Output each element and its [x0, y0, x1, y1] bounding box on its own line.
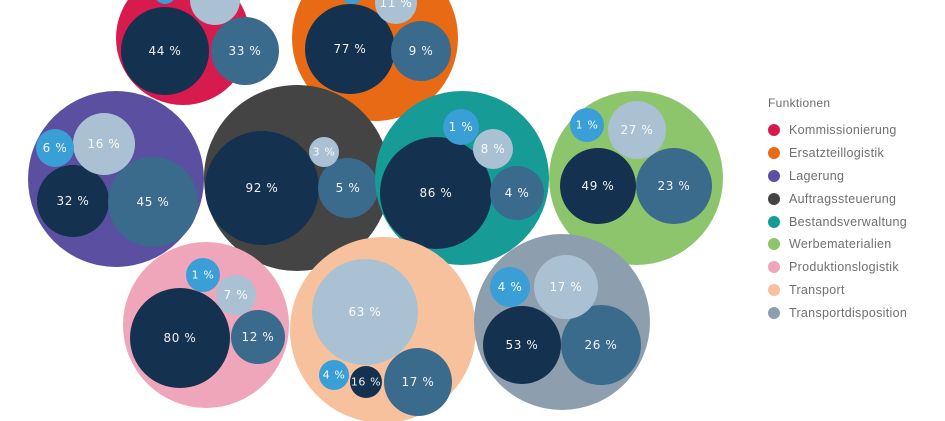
value-label-8-3: 4 %: [498, 280, 523, 294]
legend-item: Produktionslogistik: [768, 256, 907, 279]
value-bubble-2-0: [37, 165, 109, 237]
value-label-6-1: 12 %: [242, 330, 275, 344]
value-bubble-7-0: [312, 259, 418, 365]
legend-item: Transport: [768, 279, 907, 302]
legend-label: Kommissionierung: [789, 123, 897, 138]
legend-title: Funktionen: [768, 96, 831, 110]
value-label-6-2: 7 %: [224, 288, 249, 302]
value-label-8-0: 53 %: [506, 338, 539, 352]
value-bubble-4-3: [443, 109, 479, 145]
legend-label: Ersatzteillogistik: [789, 146, 885, 161]
value-label-5-2: 27 %: [621, 123, 654, 137]
value-label-3-0: 92 %: [246, 181, 279, 195]
value-bubble-2-2: [73, 113, 135, 175]
value-label-4-3: 1 %: [449, 120, 474, 134]
value-bubble-8-2: [534, 255, 598, 319]
legend-label: Bestandsverwaltung: [789, 214, 907, 229]
legend-swatch: [768, 238, 780, 251]
value-label-0-0: 44 %: [149, 44, 182, 58]
value-label-7-1: 17 %: [402, 375, 435, 389]
legend-label: Transportdisposition: [789, 305, 908, 320]
legend-item: Lagerung: [768, 165, 907, 188]
value-label-1-0: 77 %: [334, 42, 367, 56]
legend-label: Produktionslogistik: [789, 260, 899, 275]
value-bubble-0-1: [211, 17, 279, 85]
value-bubble-1-0: [305, 4, 395, 94]
value-bubble-6-2: [216, 275, 256, 315]
value-bubble-6-1: [231, 310, 285, 364]
value-label-8-2: 17 %: [550, 280, 583, 294]
value-label-3-1: 5 %: [336, 181, 361, 195]
value-label-3-2: 3 %: [313, 146, 336, 159]
legend-swatch: [768, 261, 780, 274]
value-bubble-1-3: [343, 0, 361, 4]
legend-label: Auftragssteuerung: [789, 191, 897, 206]
value-label-6-3: 1 %: [192, 269, 215, 282]
value-label-7-0: 63 %: [349, 305, 382, 319]
value-bubble-2-1: [108, 157, 198, 247]
legend: Funktionen Kommissionierung Ersatzteillog…: [768, 96, 907, 324]
value-bubble-7-3: [319, 360, 349, 390]
value-label-4-1: 4 %: [505, 186, 530, 200]
value-bubble-8-3: [490, 267, 530, 307]
value-bubble-1-1: [391, 21, 451, 81]
value-bubble-4-2: [473, 129, 513, 169]
value-label-1-2: 11 %: [380, 0, 413, 10]
value-bubble-7-1: [384, 348, 452, 416]
value-label-7-2: 16 %: [351, 376, 381, 389]
value-bubble-3-1: [318, 158, 378, 218]
value-bubble-8-0: [483, 306, 561, 384]
legend-label: Lagerung: [789, 168, 845, 183]
value-label-7-3: 4 %: [323, 369, 346, 382]
value-label-2-0: 32 %: [57, 194, 90, 208]
legend-item: Bestandsverwaltung: [768, 210, 907, 233]
value-label-2-1: 45 %: [137, 195, 170, 209]
value-label-5-0: 49 %: [582, 179, 615, 193]
value-bubble-5-1: [636, 148, 712, 224]
legend-swatch: [768, 147, 780, 160]
legend-swatch: [768, 306, 780, 319]
value-bubble-0-0: [121, 7, 209, 95]
value-bubble-4-1: [490, 166, 544, 220]
legend-item: Ersatzteillogistik: [768, 142, 907, 165]
value-bubble-5-0: [560, 148, 636, 224]
value-label-2-3: 6 %: [43, 141, 68, 155]
value-bubble-1-2: [375, 0, 417, 24]
value-bubble-4-0: [380, 137, 492, 249]
value-label-2-2: 16 %: [88, 137, 121, 151]
legend-swatch: [768, 215, 780, 228]
legend-item: Kommissionierung: [768, 119, 907, 142]
legend-item: Transportdisposition: [768, 301, 907, 324]
legend-swatch: [768, 169, 780, 182]
legend-label: Transport: [789, 282, 845, 297]
value-label-8-1: 26 %: [585, 338, 618, 352]
value-bubble-0-3: [156, 0, 174, 4]
value-bubble-2-3: [36, 129, 74, 167]
value-bubble-5-3: [570, 108, 604, 142]
value-bubble-6-3: [186, 258, 220, 292]
value-bubble-3-2: [309, 137, 339, 167]
value-bubble-8-1: [561, 305, 641, 385]
value-bubble-0-2: [190, 0, 240, 25]
legend-swatch: [768, 283, 780, 296]
value-bubble-5-2: [608, 101, 666, 159]
legend-items: Kommissionierung Ersatzteillogistik Lageru…: [768, 119, 907, 324]
value-label-4-2: 8 %: [481, 142, 506, 156]
legend-label: Werbematerialien: [789, 237, 892, 252]
value-label-0-1: 33 %: [229, 44, 262, 58]
legend-item: Werbematerialien: [768, 233, 907, 256]
legend-item: Auftragssteuerung: [768, 187, 907, 210]
value-bubble-6-0: [130, 288, 230, 388]
legend-swatch: [768, 124, 780, 137]
value-label-6-0: 80 %: [164, 331, 197, 345]
value-label-1-1: 9 %: [409, 44, 434, 58]
legend-swatch: [768, 192, 780, 205]
value-label-5-1: 23 %: [658, 179, 691, 193]
value-label-5-3: 1 %: [576, 119, 599, 132]
value-label-4-0: 86 %: [420, 186, 453, 200]
value-bubble-7-2: [350, 366, 382, 398]
value-bubble-3-0: [205, 131, 319, 245]
